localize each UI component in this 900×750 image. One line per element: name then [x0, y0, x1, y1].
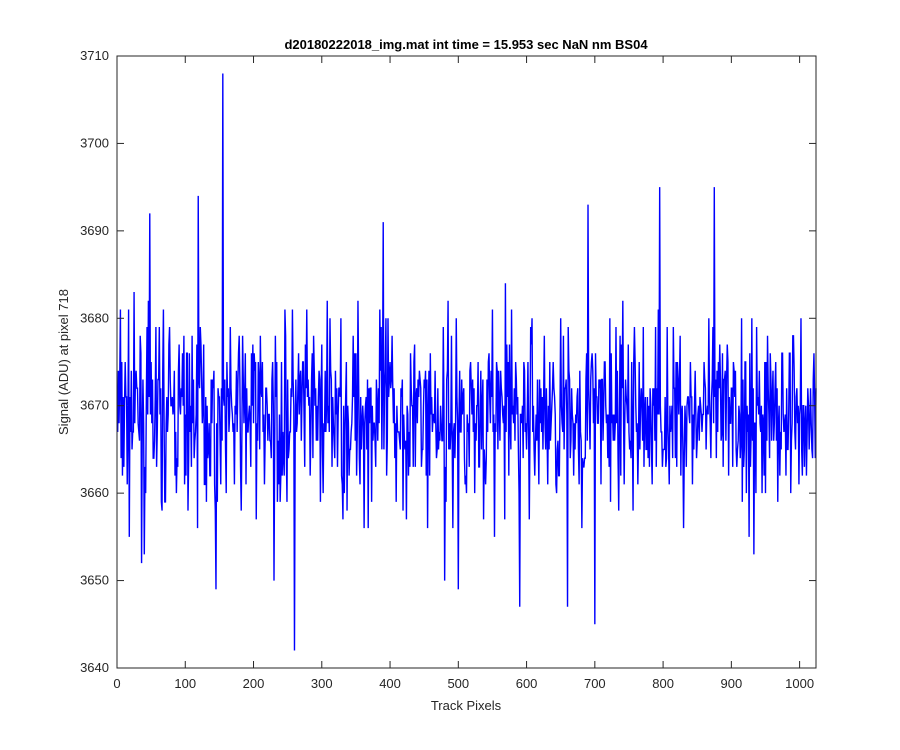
- x-tick-label: 800: [652, 676, 674, 691]
- x-tick-label: 1000: [785, 676, 814, 691]
- tick-layer: 0 100 200 300 400 500 600 700 800 900 1000 3640 3650…: [80, 48, 816, 691]
- y-tick-label: 3650: [80, 573, 109, 588]
- y-tick-label: 3700: [80, 135, 109, 150]
- x-tick-label: 600: [516, 676, 538, 691]
- x-tick-label: 200: [243, 676, 265, 691]
- x-tick-label: 700: [584, 676, 606, 691]
- y-tick-label: 3710: [80, 48, 109, 63]
- y-tick-label: 3670: [80, 398, 109, 413]
- x-tick-label: 400: [379, 676, 401, 691]
- x-axis-label: Track Pixels: [431, 698, 502, 713]
- x-tick-label: 100: [174, 676, 196, 691]
- chart-title: d20180222018_img.mat int time = 15.953 s…: [284, 37, 648, 52]
- x-tick-label: 300: [311, 676, 333, 691]
- y-tick-label: 3680: [80, 310, 109, 325]
- plot-area-background: [117, 56, 816, 668]
- x-tick-label: 900: [721, 676, 743, 691]
- y-axis-label: Signal (ADU) at pixel 718: [56, 289, 71, 435]
- y-tick-label: 3660: [80, 485, 109, 500]
- y-tick-label: 3690: [80, 223, 109, 238]
- data-layer: [116, 73, 817, 651]
- y-tick-label: 3640: [80, 660, 109, 675]
- x-tick-label: 500: [447, 676, 469, 691]
- x-tick-label: 0: [113, 676, 120, 691]
- plot-area-box: [116, 55, 817, 669]
- series-line: [116, 73, 817, 651]
